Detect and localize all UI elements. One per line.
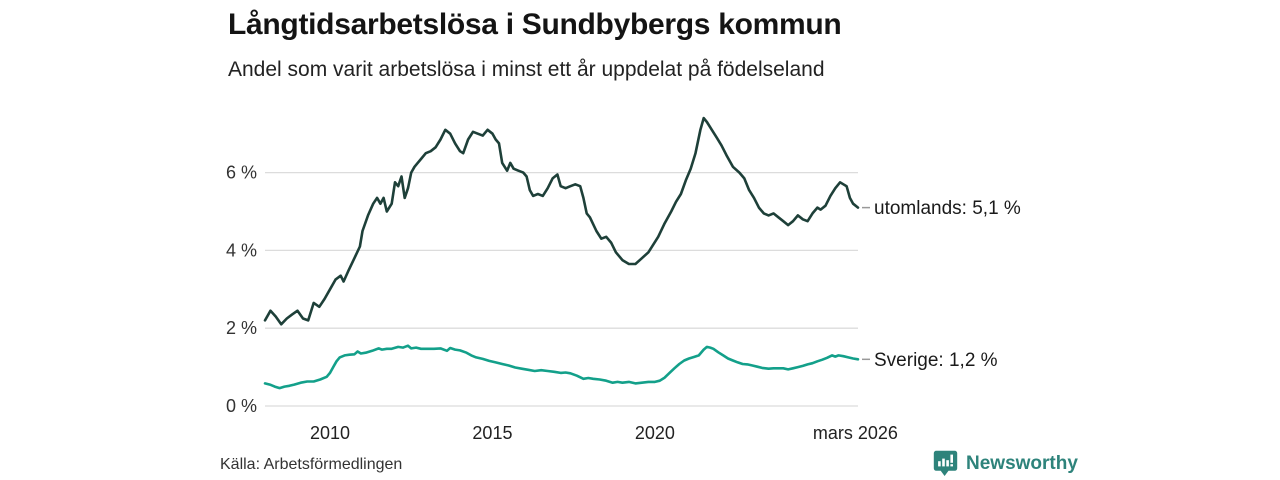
chart-title: Långtidsarbetslösa i Sundbybergs kommun [228,8,842,41]
newsworthy-logo[interactable]: Newsworthy [933,450,1078,477]
series-line-utomlands [263,116,860,326]
y-axis-tick-label: 0 % [226,396,257,416]
series-line-sverige [263,344,860,390]
x-axis-tick-label: mars 2026 [813,423,898,443]
series-end-label-sverige: Sverige: 1,2 % [874,350,998,371]
newsworthy-bars-icon [933,450,958,476]
y-axis-tick-label: 2 % [226,318,257,338]
x-axis-tick-label: 2020 [635,423,675,443]
chart-subtitle: Andel som varit arbetslösa i minst ett å… [228,58,825,81]
series-end-label-utomlands: utomlands: 5,1 % [874,198,1021,219]
x-axis-tick-label: 2010 [310,423,350,443]
y-axis-tick-label: 6 % [226,163,257,183]
y-axis-tick-label: 4 % [226,240,257,260]
source-note: Källa: Arbetsförmedlingen [220,456,403,473]
newsworthy-logo-text: Newsworthy [966,452,1078,474]
x-axis-tick-label: 2015 [472,423,512,443]
